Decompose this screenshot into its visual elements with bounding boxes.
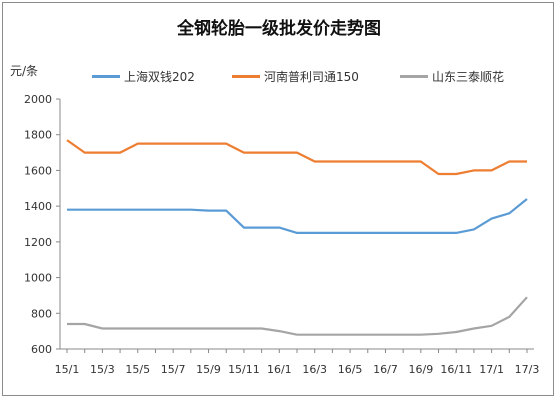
x-tick-label: 15/1 [55, 363, 80, 376]
y-tick-label: 800 [31, 307, 52, 320]
chart-legend: 上海双钱202 河南普利司通150 山东三泰顺花 [0, 68, 558, 88]
x-tick-label: 15/9 [196, 363, 221, 376]
x-tick-label: 16/3 [302, 363, 327, 376]
x-tick-label: 15/3 [90, 363, 115, 376]
legend-label-series-1: 河南普利司通150 [264, 70, 359, 84]
y-tick-label: 1200 [24, 236, 52, 249]
x-tick-label: 17/1 [479, 363, 504, 376]
chart-title: 全钢轮胎一级批发价走势图 [177, 19, 381, 39]
y-tick-label: 1000 [24, 272, 52, 285]
y-axis-unit-label: 元/条 [10, 64, 39, 78]
y-tick-label: 2000 [24, 93, 52, 106]
x-tick-label: 15/7 [161, 363, 186, 376]
x-tick-label: 16/9 [408, 363, 433, 376]
series-line-2 [67, 296, 528, 336]
x-tick-label: 15/11 [228, 363, 260, 376]
x-tick-label: 15/5 [125, 363, 150, 376]
x-tick-label: 16/11 [440, 363, 472, 376]
series-line-0 [67, 198, 528, 234]
legend-item-series-1: 河南普利司通150 [232, 68, 359, 85]
legend-swatch-series-0 [92, 75, 120, 78]
legend-label-series-0: 上海双钱202 [124, 70, 195, 84]
x-tick-label: 17/3 [515, 363, 540, 376]
series-line-1 [66, 139, 527, 176]
legend-item-series-0: 上海双钱202 [92, 68, 195, 85]
y-tick-label: 1600 [24, 164, 52, 177]
x-tick-label: 16/5 [338, 363, 363, 376]
y-tick-label: 1800 [24, 129, 52, 142]
y-tick-label: 600 [31, 343, 52, 356]
y-tick-label: 1400 [24, 200, 52, 213]
legend-label-series-2: 山东三泰顺花 [432, 70, 505, 84]
legend-item-series-2: 山东三泰顺花 [400, 68, 504, 85]
x-tick-label: 16/1 [267, 363, 292, 376]
legend-swatch-series-2 [400, 75, 428, 78]
x-tick-label: 16/7 [373, 363, 398, 376]
legend-swatch-series-1 [232, 75, 260, 78]
